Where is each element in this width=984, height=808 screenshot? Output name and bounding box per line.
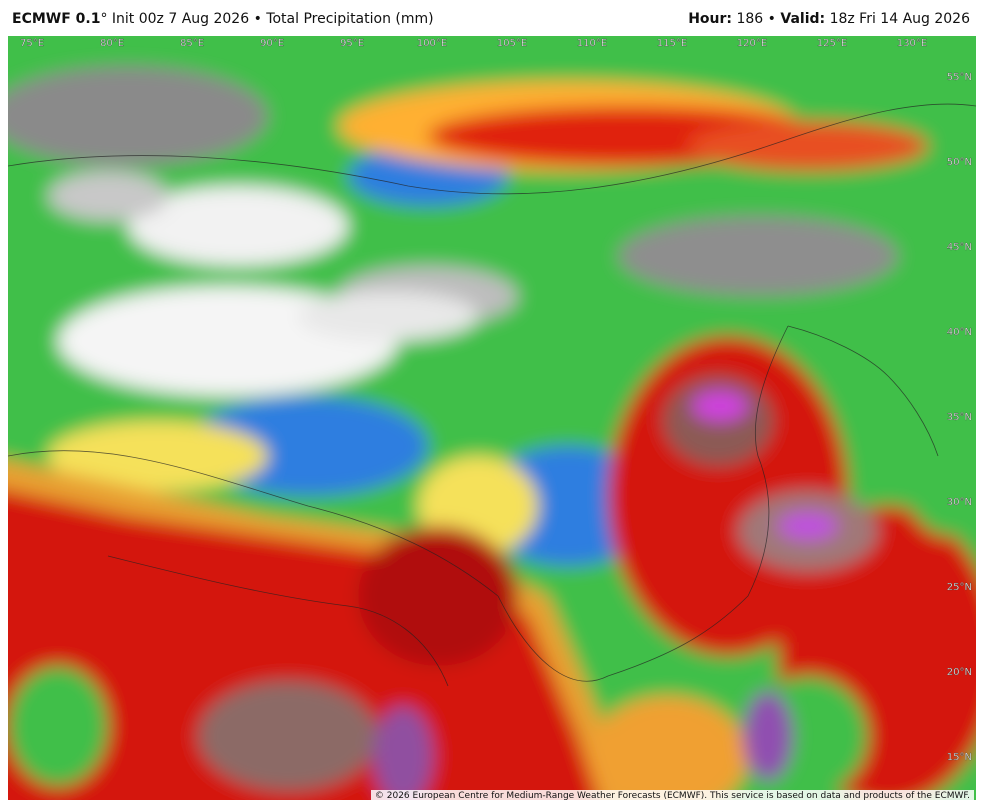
longitude-label: 80°E [100, 38, 124, 49]
init: Init 00z 7 Aug 2026 [111, 11, 250, 27]
title: ECMWF 0.1° Init 00z 7 Aug 2026 • Total P… [12, 11, 434, 27]
latitude-label: 55°N [947, 72, 972, 83]
latitude-label: 45°N [947, 242, 972, 253]
longitude-label: 120°E [737, 38, 767, 49]
model: ECMWF 0.1 [12, 11, 101, 27]
latitude-label: 15°N [947, 752, 972, 763]
longitude-label: 100°E [417, 38, 447, 49]
longitude-label: 125°E [817, 38, 847, 49]
degree: ° [100, 11, 108, 27]
latitude-label: 40°N [947, 327, 972, 338]
longitude-label: 110°E [577, 38, 607, 49]
longitude-label: 105°E [497, 38, 527, 49]
precip-field [8, 36, 976, 800]
latitude-label: 30°N [947, 497, 972, 508]
field: Total Precipitation (mm) [266, 11, 434, 27]
separator: • [767, 11, 776, 27]
latitude-label: 25°N [947, 582, 972, 593]
precip-map: 75°E 80°E 85°E 90°E 95°E 100°E 105°E 110°E 115°E… [8, 36, 976, 800]
copyright: © 2026 European Centre for Medium-Range … [370, 790, 974, 802]
latitude-labels: 55°N 50°N 45°N 40°N 35°N 30°N 25°N 20°N 15°N [947, 72, 973, 763]
longitude-label: 85°E [180, 38, 204, 49]
separator: • [253, 11, 262, 27]
latitude-label: 20°N [947, 667, 972, 678]
borders [8, 103, 976, 687]
valid: 18z Fri 14 Aug 2026 [829, 11, 970, 27]
valid-info: Hour: 186 • Valid: 18z Fri 14 Aug 2026 [688, 11, 970, 27]
longitude-label: 130°E [897, 38, 927, 49]
latitude-label: 35°N [947, 412, 972, 423]
valid-label: Valid: [780, 11, 826, 27]
longitude-labels: 75°E 80°E 85°E 90°E 95°E 100°E 105°E 110°E 115°E… [20, 38, 928, 49]
longitude-label: 115°E [657, 38, 687, 49]
longitude-label: 90°E [260, 38, 284, 49]
header: ECMWF 0.1° Init 00z 7 Aug 2026 • Total P… [0, 0, 984, 36]
latitude-label: 50°N [947, 157, 972, 168]
longitude-label: 95°E [340, 38, 364, 49]
longitude-label: 75°E [20, 38, 44, 49]
hour: 186 [736, 11, 764, 27]
hour-label: Hour: [688, 11, 733, 27]
